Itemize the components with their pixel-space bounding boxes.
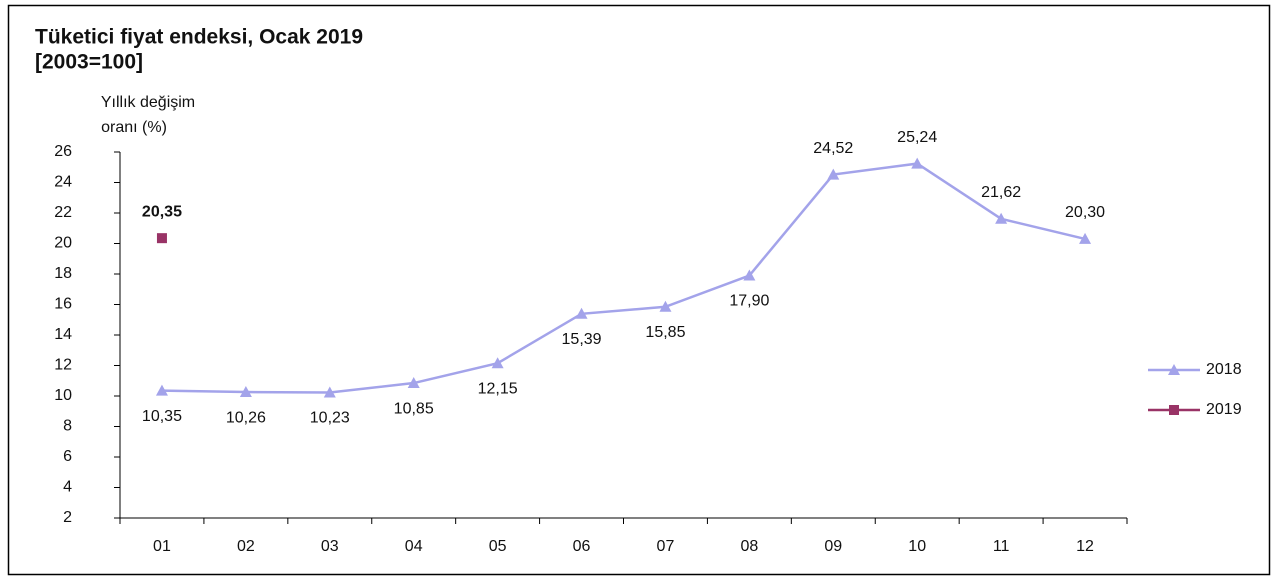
y-tick-label: 16 xyxy=(54,296,72,313)
chart-title: Tüketici fiyat endeksi, Ocak 2019 xyxy=(35,26,363,49)
data-label: 17,90 xyxy=(729,293,769,310)
y-tick-label: 6 xyxy=(63,448,72,465)
x-tick-label: 05 xyxy=(489,538,507,555)
x-tick-label: 07 xyxy=(657,538,675,555)
data-label: 10,26 xyxy=(226,409,266,426)
point xyxy=(407,377,420,389)
data-label: 20,30 xyxy=(1065,204,1105,221)
data-label: 10,23 xyxy=(310,410,350,427)
y-tick-label: 4 xyxy=(63,479,72,496)
y-tick-label: 12 xyxy=(54,357,72,374)
y-tick-label: 14 xyxy=(54,326,72,343)
y-tick-label: 24 xyxy=(54,174,72,191)
frame xyxy=(7,4,1271,576)
x-tick-label: 01 xyxy=(153,538,171,555)
y-tick-label: 22 xyxy=(54,204,72,221)
x-tick-label: 12 xyxy=(1076,538,1094,555)
y-tick-label: 20 xyxy=(54,235,72,252)
chart-subtitle: [2003=100] xyxy=(35,51,143,74)
point xyxy=(491,357,504,369)
data-label: 10,35 xyxy=(142,408,182,425)
y-axis-label: oranı (%) xyxy=(101,119,167,136)
point xyxy=(911,157,924,169)
y-tick-label: 26 xyxy=(54,143,72,160)
legend-marker xyxy=(1169,405,1179,415)
point xyxy=(575,307,588,319)
y-tick-label: 2 xyxy=(63,509,72,526)
point xyxy=(239,386,252,398)
data-label: 12,15 xyxy=(478,380,518,397)
x-tick-label: 04 xyxy=(405,538,423,555)
x-tick-label: 03 xyxy=(321,538,339,555)
point xyxy=(155,384,168,396)
point xyxy=(743,269,756,281)
data-label: 25,24 xyxy=(897,129,937,146)
data-label: 15,39 xyxy=(562,331,602,348)
x-tick-label: 02 xyxy=(237,538,255,555)
x-tick-label: 09 xyxy=(824,538,842,555)
legend-label: 2018 xyxy=(1206,361,1242,378)
point xyxy=(827,168,840,180)
data-label: 21,62 xyxy=(981,184,1021,201)
data-label: 20,35 xyxy=(142,203,182,220)
point xyxy=(659,300,672,312)
legend-label: 2019 xyxy=(1206,401,1242,418)
y-tick-label: 10 xyxy=(54,387,72,404)
point xyxy=(995,212,1008,224)
data-label: 15,85 xyxy=(645,324,685,341)
y-tick-label: 18 xyxy=(54,265,72,282)
x-tick-label: 08 xyxy=(740,538,758,555)
y-tick-label: 8 xyxy=(63,418,72,435)
point xyxy=(323,386,336,398)
data-label: 24,52 xyxy=(813,140,853,157)
x-tick-label: 06 xyxy=(573,538,591,555)
x-tick-label: 11 xyxy=(993,538,1010,555)
point xyxy=(156,233,167,244)
legend-marker xyxy=(1168,364,1180,375)
line xyxy=(161,162,1086,394)
data-label: 10,85 xyxy=(394,400,434,417)
point xyxy=(1079,232,1092,244)
y-axis-label: Yıllık değişim xyxy=(101,94,195,111)
x-tick-label: 10 xyxy=(908,538,926,555)
